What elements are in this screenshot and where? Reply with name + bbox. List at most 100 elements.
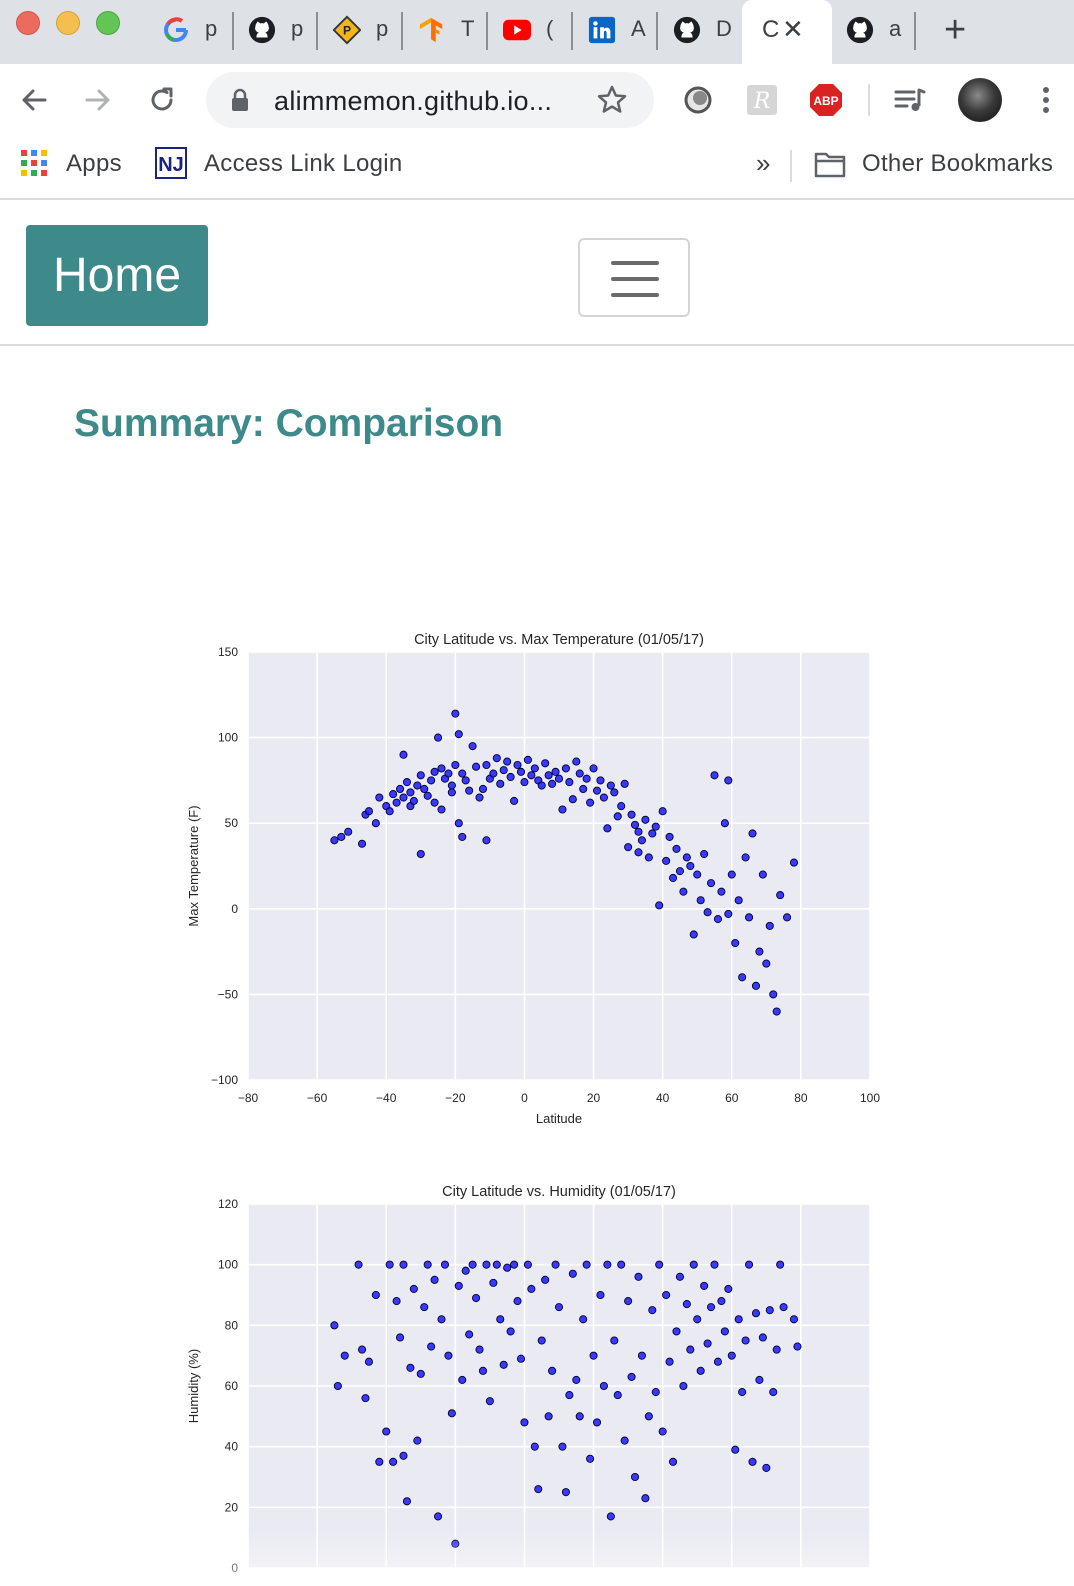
bookmark-access-link-login[interactable]: Access Link Login [204, 150, 403, 177]
tab-separator [232, 12, 234, 50]
data-point [686, 861, 695, 871]
y-axis-label: Max Temperature (F) [186, 805, 201, 926]
data-point [665, 1357, 674, 1366]
data-point [330, 1321, 339, 1330]
data-point [720, 1327, 729, 1336]
home-button[interactable]: Home [26, 225, 208, 326]
data-point [544, 771, 553, 780]
data-point [513, 760, 522, 770]
x-tick-label: 20 [587, 1091, 601, 1105]
tab-separator [571, 12, 573, 50]
data-point [395, 784, 405, 794]
reload-icon[interactable] [142, 80, 182, 120]
y-tick-label: 0 [231, 1561, 238, 1575]
data-point [458, 832, 467, 841]
forward-arrow-icon[interactable] [78, 80, 118, 120]
close-tab-icon[interactable]: ✕ [782, 14, 804, 44]
data-point [472, 1293, 481, 1303]
data-point [530, 764, 539, 773]
r-extension-icon[interactable]: R [742, 80, 782, 120]
data-point [599, 1381, 608, 1391]
tensorflow-icon[interactable] [418, 16, 446, 44]
data-point [499, 766, 508, 775]
nj-transit-icon[interactable]: NJ [155, 147, 187, 184]
data-point [710, 1260, 719, 1269]
github-icon[interactable] [248, 16, 276, 44]
site-navbar: Home [0, 200, 1074, 346]
data-point [648, 829, 657, 838]
data-point [765, 1306, 774, 1315]
data-point [520, 778, 529, 787]
circle-extension-icon[interactable] [678, 80, 718, 120]
data-point [624, 1297, 633, 1306]
adblock-plus-icon[interactable]: ABP [806, 80, 846, 120]
data-point [461, 1266, 470, 1275]
data-point [389, 1457, 398, 1466]
x-axis-label: Latitude [536, 1111, 582, 1126]
menu-icon[interactable] [1026, 80, 1066, 120]
address-bar[interactable]: alimmemon.github.io... [206, 72, 654, 128]
data-point [717, 1297, 726, 1306]
bookmark-other-bookmarks[interactable]: Other Bookmarks [862, 150, 1054, 177]
data-point [434, 1512, 443, 1521]
data-point [662, 856, 671, 865]
data-point [416, 1369, 425, 1378]
data-point [755, 1375, 764, 1384]
data-point [492, 1260, 501, 1269]
data-point [510, 796, 519, 805]
minimize-window-button[interactable] [56, 11, 80, 35]
data-point [548, 779, 557, 788]
data-point [758, 870, 767, 879]
data-point [551, 767, 560, 776]
github-icon[interactable] [673, 16, 701, 44]
data-point [772, 1345, 781, 1354]
data-point [451, 709, 460, 718]
url-text[interactable]: alimmemon.github.io... [274, 86, 553, 116]
data-point [700, 849, 709, 859]
data-point [430, 767, 439, 776]
browser-tab-strip: p p P p T ( A D C ✕ a + [0, 0, 1074, 64]
data-point [541, 759, 550, 768]
data-point [444, 769, 453, 778]
data-point [489, 769, 498, 778]
data-point [554, 1303, 564, 1312]
data-point [472, 762, 481, 771]
close-window-button[interactable] [16, 11, 40, 35]
data-point [465, 786, 474, 795]
data-point [461, 776, 470, 785]
new-tab-button[interactable]: + [944, 9, 967, 51]
media-control-icon[interactable] [890, 80, 930, 120]
linkedin-icon[interactable] [588, 16, 616, 44]
data-point [447, 788, 456, 797]
data-point [700, 1281, 709, 1290]
data-point [385, 807, 394, 816]
folder-icon[interactable] [814, 150, 846, 183]
active-tab[interactable]: C ✕ [742, 0, 832, 64]
hamburger-menu-button[interactable] [578, 238, 690, 317]
data-point [527, 771, 536, 780]
data-point [634, 848, 643, 857]
data-point [655, 901, 664, 910]
data-point [454, 819, 463, 828]
apps-grid-icon[interactable] [20, 149, 48, 182]
youtube-icon[interactable] [503, 16, 531, 44]
bookmark-apps[interactable]: Apps [66, 150, 122, 177]
data-point [392, 798, 401, 807]
maximize-window-button[interactable] [96, 11, 120, 35]
data-point [686, 1345, 695, 1354]
data-point [769, 990, 778, 999]
y-tick-label: 60 [225, 1379, 239, 1393]
data-point [613, 1391, 622, 1400]
data-point [420, 784, 429, 794]
github-icon[interactable] [846, 16, 874, 44]
parking-icon[interactable]: P [333, 15, 361, 45]
x-tick-label: −40 [376, 1091, 397, 1105]
data-point [599, 793, 608, 802]
data-point [727, 870, 736, 879]
bookmark-star-icon[interactable] [596, 84, 628, 121]
back-arrow-icon[interactable] [14, 80, 54, 120]
bookmarks-overflow-button[interactable]: » [756, 148, 771, 178]
google-icon[interactable] [162, 16, 190, 44]
data-point [399, 1260, 408, 1269]
profile-avatar[interactable] [958, 78, 1002, 122]
